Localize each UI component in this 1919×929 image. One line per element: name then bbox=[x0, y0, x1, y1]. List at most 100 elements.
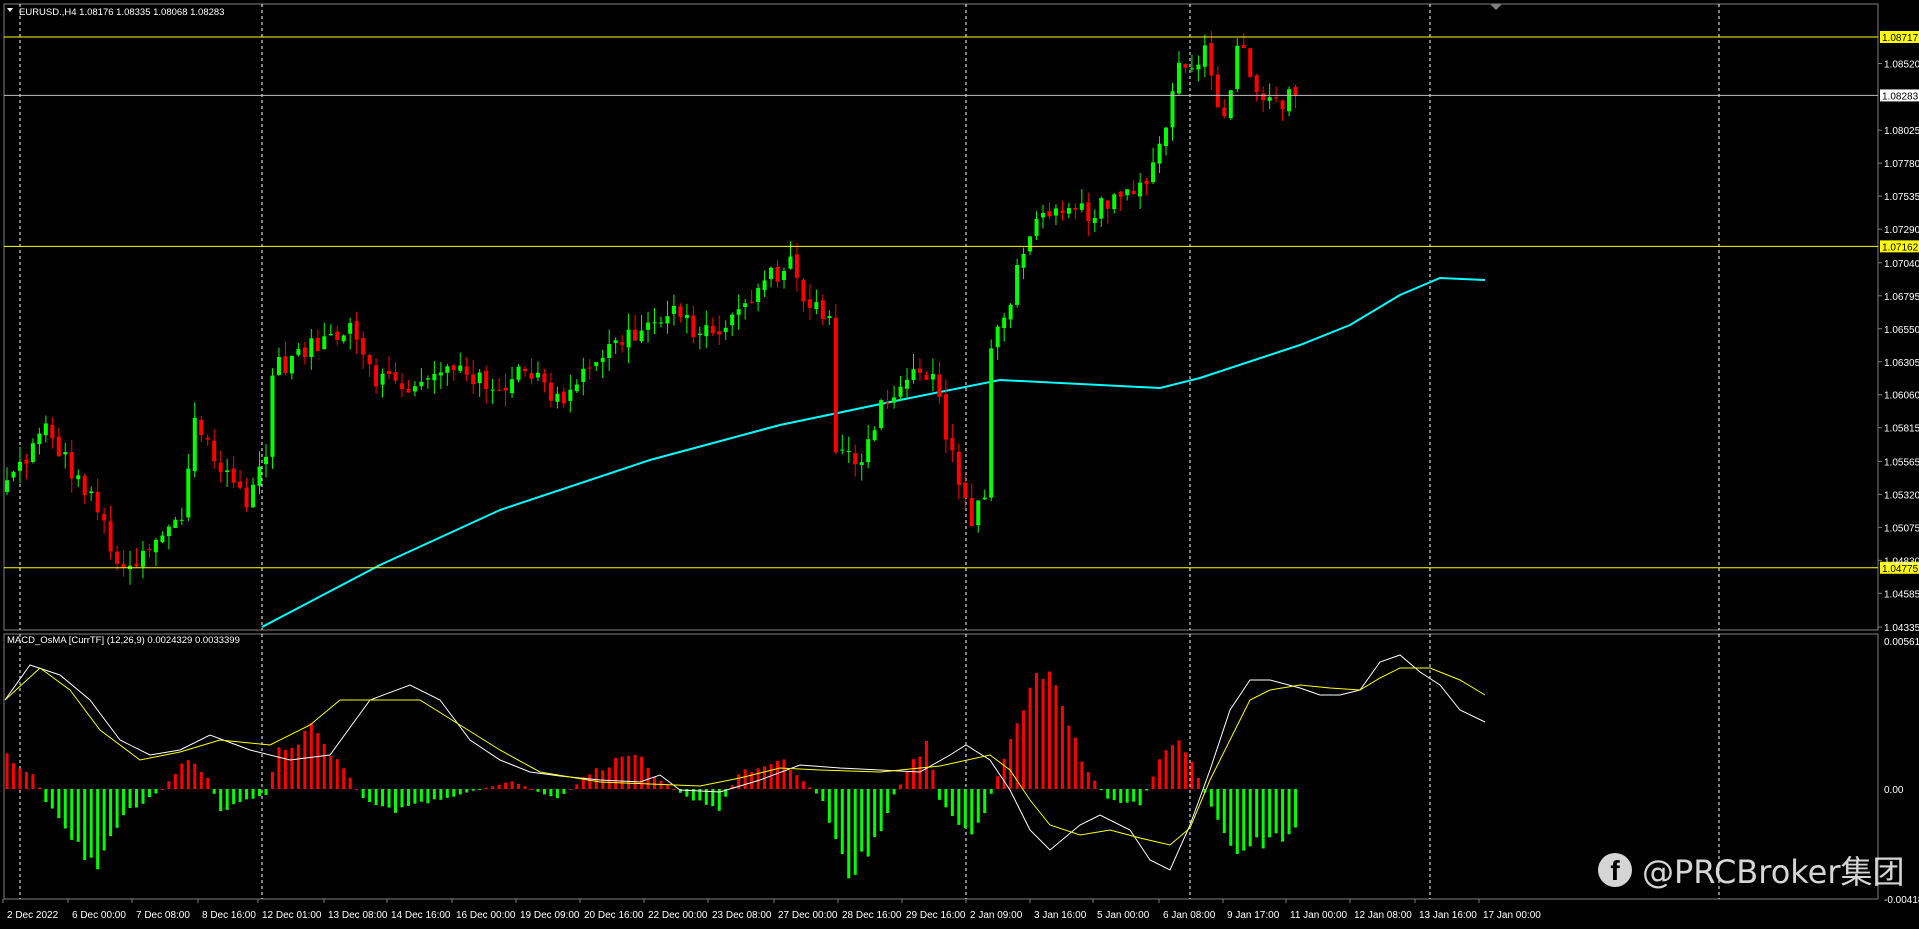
scroll-shift-marker-icon[interactable] bbox=[1490, 4, 1502, 10]
candlestick bbox=[917, 358, 922, 381]
osma-bar bbox=[270, 771, 274, 789]
price-tag bbox=[1880, 240, 1919, 253]
candle-body bbox=[238, 481, 243, 488]
candlestick bbox=[1248, 48, 1253, 78]
osma-bar bbox=[76, 789, 80, 842]
main-chart-header: EURUSD.,H4 1.08176 1.08335 1.08068 1.082… bbox=[19, 7, 224, 18]
osma-bar bbox=[1216, 789, 1220, 820]
candle-body bbox=[1274, 97, 1279, 99]
osma-bar bbox=[853, 789, 857, 875]
price-tag-label: 1.08283 bbox=[1882, 91, 1919, 102]
chart-menu-arrow-icon[interactable] bbox=[7, 8, 13, 12]
candle-body bbox=[56, 436, 61, 457]
candle-body bbox=[866, 439, 871, 463]
indicator-frame bbox=[3, 633, 1879, 900]
candlestick bbox=[1079, 189, 1084, 213]
candlestick bbox=[697, 326, 702, 350]
candle-body bbox=[594, 362, 599, 367]
osma-bar bbox=[1255, 789, 1259, 838]
candle-body bbox=[749, 301, 754, 303]
candlestick bbox=[231, 456, 236, 488]
osma-bar bbox=[1177, 740, 1181, 789]
candle-body bbox=[620, 342, 625, 345]
osma-bar bbox=[1164, 750, 1168, 789]
candlestick bbox=[866, 424, 871, 469]
osma-bar bbox=[400, 789, 404, 808]
candle-body bbox=[121, 563, 126, 568]
osma-bar bbox=[976, 789, 980, 823]
candlestick bbox=[665, 300, 670, 334]
candle-body bbox=[89, 491, 94, 494]
candlestick bbox=[1105, 199, 1110, 224]
osma-bar bbox=[160, 789, 164, 790]
osma-bar bbox=[750, 772, 754, 789]
candle-body bbox=[24, 459, 29, 464]
candlestick bbox=[853, 444, 858, 477]
candlestick bbox=[574, 379, 579, 394]
osma-bar bbox=[37, 787, 41, 789]
price-label: 1.06060 bbox=[1884, 391, 1919, 402]
osma-bar bbox=[788, 769, 792, 789]
candle-body bbox=[775, 266, 780, 282]
candlestick bbox=[561, 387, 566, 408]
osma-bar bbox=[542, 789, 546, 795]
price-label: 1.07040 bbox=[1884, 259, 1919, 270]
time-label: 5 Jan 00:00 bbox=[1097, 910, 1150, 921]
osma-bar bbox=[1287, 789, 1291, 835]
osma-bar bbox=[756, 768, 760, 789]
osma-bar bbox=[653, 776, 656, 789]
candlestick bbox=[756, 283, 761, 312]
candlestick bbox=[730, 312, 735, 337]
candle-body bbox=[846, 450, 851, 452]
candlestick bbox=[1092, 209, 1097, 233]
candlestick bbox=[153, 537, 158, 566]
candle-body bbox=[419, 381, 424, 387]
candle-body bbox=[1053, 208, 1058, 216]
candlestick bbox=[872, 426, 877, 442]
osma-bar bbox=[555, 789, 559, 799]
candlestick bbox=[1209, 31, 1214, 90]
candle-body bbox=[523, 368, 527, 372]
candle-body bbox=[1015, 265, 1020, 305]
osma-bar bbox=[678, 789, 682, 793]
candlestick bbox=[581, 357, 586, 396]
osma-bar bbox=[659, 780, 663, 789]
candlestick bbox=[956, 443, 961, 500]
osma-bar bbox=[1067, 725, 1071, 789]
candlestick bbox=[348, 317, 353, 350]
candle-body bbox=[587, 367, 592, 369]
candlestick bbox=[626, 313, 631, 364]
candlestick bbox=[1170, 82, 1175, 141]
time-label: 16 Dec 00:00 bbox=[456, 910, 516, 921]
candlestick bbox=[743, 299, 748, 320]
candle-body bbox=[315, 337, 320, 352]
candlestick bbox=[276, 347, 281, 376]
candlestick bbox=[497, 377, 502, 391]
candlestick bbox=[633, 314, 638, 341]
osma-bar bbox=[1106, 789, 1110, 799]
candlestick bbox=[1287, 86, 1292, 117]
candlestick bbox=[179, 507, 184, 526]
osma-bar bbox=[432, 789, 436, 800]
candle-body bbox=[1144, 180, 1149, 185]
osma-bar bbox=[672, 789, 676, 790]
candle-body bbox=[341, 335, 346, 342]
candlestick bbox=[976, 500, 981, 533]
indicator-scale-label: 0.00 bbox=[1884, 785, 1904, 796]
osma-bar bbox=[588, 774, 592, 789]
candlestick bbox=[160, 531, 165, 544]
candle-body bbox=[464, 366, 469, 375]
candle-body bbox=[736, 309, 741, 315]
candlestick bbox=[820, 294, 825, 326]
candlestick bbox=[11, 470, 16, 482]
price-label: 1.06550 bbox=[1884, 325, 1919, 336]
time-label: 28 Dec 16:00 bbox=[842, 910, 902, 921]
candle-body bbox=[374, 365, 379, 387]
candlestick bbox=[794, 243, 799, 292]
osma-bar bbox=[594, 768, 598, 789]
osma-bar bbox=[1171, 745, 1174, 789]
candle-body bbox=[684, 315, 689, 319]
osma-bar bbox=[452, 789, 456, 797]
